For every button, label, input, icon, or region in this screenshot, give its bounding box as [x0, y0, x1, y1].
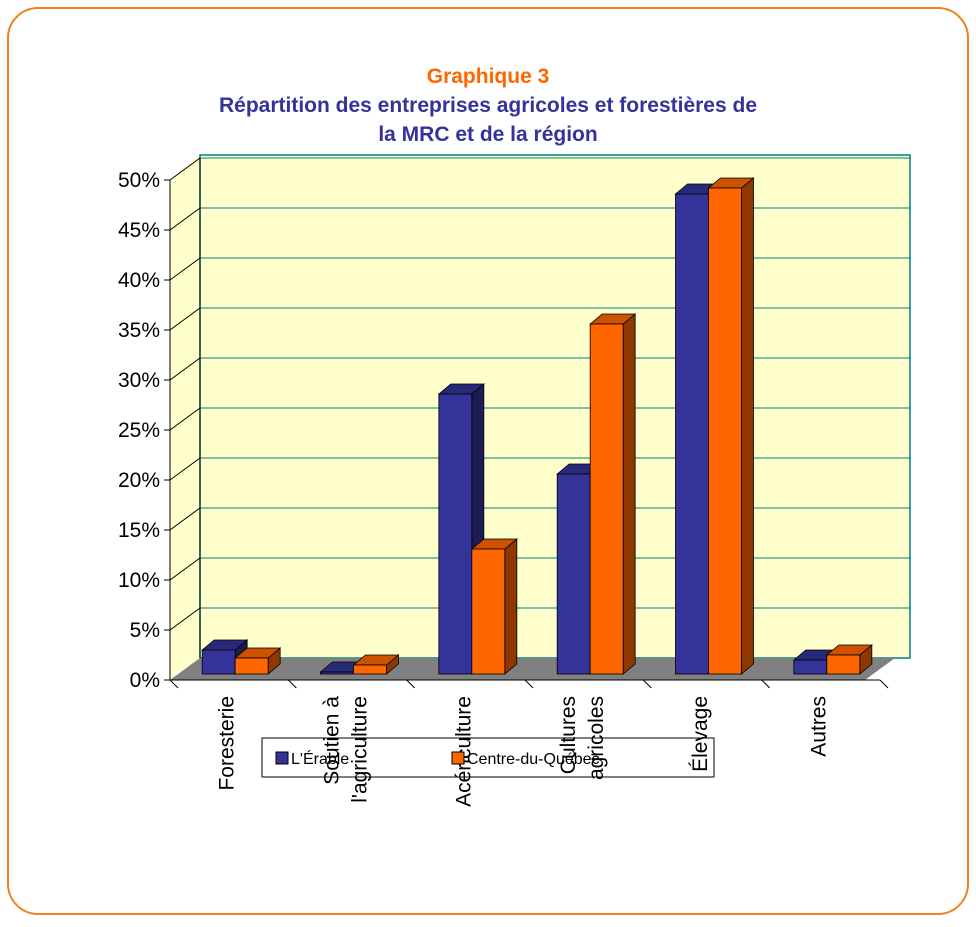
bar-front	[234, 657, 269, 675]
bar-front	[320, 671, 354, 675]
grid-line-side	[169, 607, 201, 631]
y-tick-label: 0%	[130, 669, 160, 692]
x-tick-group: Cultures agricoles	[557, 696, 608, 780]
bar-front	[589, 323, 624, 675]
x-tick	[169, 679, 179, 689]
bar-side	[741, 177, 754, 675]
grid-line-side	[169, 207, 201, 231]
bar	[470, 538, 518, 675]
y-tick-label: 30%	[118, 369, 160, 392]
bar-front	[353, 664, 387, 675]
y-tick-label: 50%	[118, 169, 160, 192]
bar	[825, 644, 873, 675]
x-tick-label: Acériculture	[452, 696, 475, 807]
y-tick-label: 5%	[130, 619, 160, 642]
x-tick	[761, 679, 771, 689]
chart-title: Graphique 3	[427, 65, 550, 88]
chart-subtitle: Répartition des entreprises agricoles et…	[219, 94, 757, 146]
x-tick-group: Foresterie	[216, 696, 239, 791]
x-tick-group: Soutien à l'agriculture	[320, 696, 371, 803]
y-tick-label: 15%	[118, 519, 160, 542]
grid-line-side	[169, 507, 201, 531]
bar	[707, 177, 755, 675]
legend-label: Centre-du-Québec	[467, 751, 600, 768]
x-tick	[287, 679, 297, 689]
back-wall	[170, 155, 910, 680]
bar-side	[504, 538, 518, 675]
x-tick-label: Élevage	[689, 696, 712, 772]
bar-front	[201, 649, 236, 675]
y-tick-label: 40%	[118, 269, 160, 292]
bar	[234, 647, 282, 675]
grid-line-side	[169, 557, 201, 581]
bar-front	[675, 193, 709, 675]
x-tick-group: Élevage	[689, 696, 712, 772]
x-tick	[879, 679, 889, 689]
x-tick-group: Acériculture	[452, 696, 475, 807]
grid-line-side	[169, 357, 201, 381]
bar-front	[793, 659, 828, 675]
y-tick-label: 25%	[118, 419, 160, 442]
y-tick-label: 45%	[118, 219, 160, 242]
bar-front	[826, 654, 861, 675]
legend-swatch	[451, 751, 465, 765]
bar-front	[471, 548, 506, 675]
grid-line-side	[169, 457, 201, 481]
grid-line-side	[169, 157, 201, 181]
legend-swatch	[275, 751, 289, 765]
x-tick-label: Foresterie	[216, 696, 239, 791]
x-tick	[406, 679, 416, 689]
bar	[352, 654, 400, 675]
legend-label: L'Érable	[291, 749, 349, 768]
x-tick	[642, 679, 652, 689]
y-tick-label: 35%	[118, 319, 160, 342]
x-tick	[524, 679, 534, 689]
x-tick-label: Autres	[807, 696, 830, 757]
bar	[437, 383, 485, 675]
bar	[589, 313, 637, 675]
x-tick-label: Soutien à l'agriculture	[320, 696, 371, 803]
grid-line-side	[169, 257, 201, 281]
bar-front	[556, 473, 591, 675]
bar-front	[708, 187, 742, 675]
x-tick-label: Cultures agricoles	[557, 696, 608, 780]
legend	[261, 737, 715, 778]
y-tick-label: 20%	[118, 469, 160, 492]
y-tick-label: 10%	[118, 569, 160, 592]
bar-side	[622, 313, 636, 675]
bar-front	[438, 393, 473, 675]
grid-line-side	[169, 407, 201, 431]
grid-line-side	[169, 307, 201, 331]
x-tick-group: Autres	[807, 696, 830, 757]
